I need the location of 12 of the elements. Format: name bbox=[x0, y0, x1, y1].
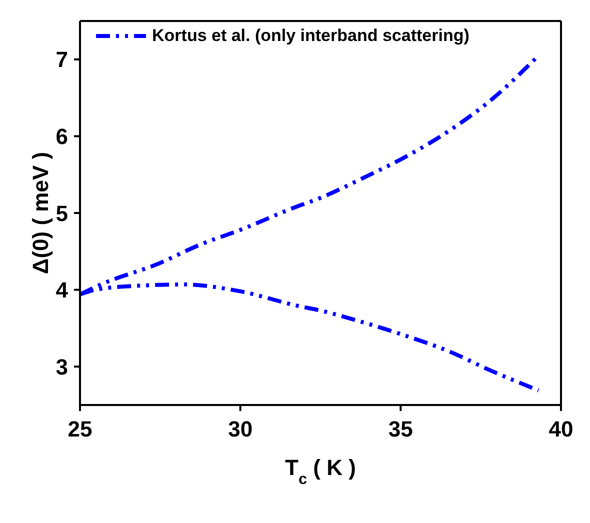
legend-label: Kortus et al. (only interband scattering) bbox=[152, 26, 470, 46]
x-axis-title: T$_{c}$ ( K ) bbox=[285, 455, 356, 488]
y-tick-label: 4 bbox=[56, 278, 69, 303]
y-tick-label: 3 bbox=[56, 354, 68, 380]
y-axis-title: Δ(0) ( meV ) bbox=[28, 152, 53, 274]
x-tick-label: 35 bbox=[388, 416, 413, 442]
y-tick-label: 6 bbox=[56, 124, 68, 150]
x-tick-label: 25 bbox=[68, 416, 92, 442]
x-tick-label: 40 bbox=[548, 416, 574, 442]
y-tick-label: 5 bbox=[56, 200, 68, 226]
y-tick-label: 7 bbox=[56, 47, 68, 72]
x-tick-label: 30 bbox=[228, 416, 253, 442]
